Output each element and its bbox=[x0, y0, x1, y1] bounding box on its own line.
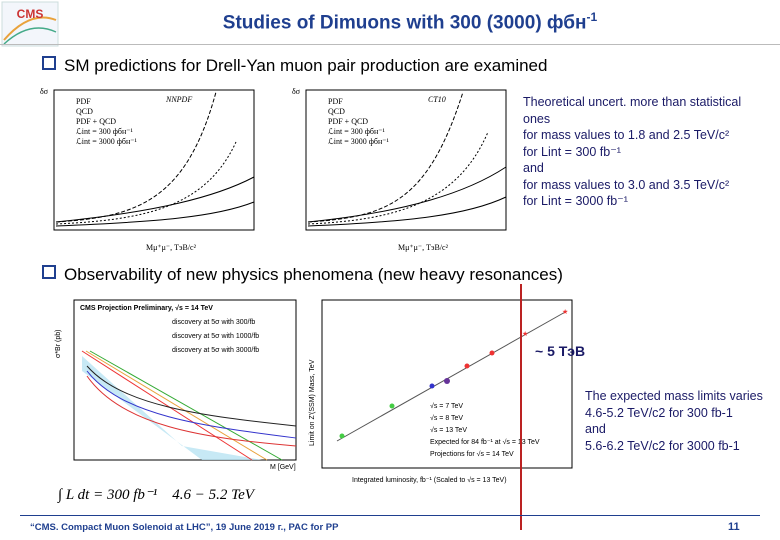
note-line: 5.6-6.2 TeV/c2 for 3000 fb-1 bbox=[585, 438, 740, 453]
point bbox=[464, 363, 470, 369]
point bbox=[389, 403, 395, 409]
note: Theoretical uncert. more than statistica… bbox=[523, 94, 741, 210]
annotation: ~ 5 ТэВ bbox=[535, 343, 586, 359]
note-line: and bbox=[585, 422, 606, 436]
y-label: Limit on Z′(SSM) Mass, TeV bbox=[309, 359, 316, 446]
legend-entry: √s = 7 TeV bbox=[430, 402, 463, 410]
note-line: Theoretical uncert. more than statistica… bbox=[523, 95, 742, 109]
note: The expected mass limits varies 4.6-5.2 … bbox=[585, 388, 763, 454]
x-label: Mμ⁺μ⁻, ТэВ/c² bbox=[398, 243, 449, 252]
frame bbox=[53, 89, 255, 231]
y-label: δσ bbox=[40, 87, 49, 96]
legend-entry: √s = 13 TeV bbox=[430, 426, 467, 434]
plot: Limit on Z′(SSM) Mass, TeV ★ ★ √s = 7 Te… bbox=[309, 299, 573, 484]
bullet: SM predictions for Drell-Yan muon pair p… bbox=[42, 56, 547, 76]
curve bbox=[55, 91, 217, 223]
plot: δσ CT10 PDF QCD PDF + QCD ℒint = 300 фбн… bbox=[292, 87, 507, 252]
legend-entry: QCD bbox=[328, 107, 345, 116]
note-line: for Lint = 3000 fb⁻¹ bbox=[523, 194, 628, 208]
plot: σ*Br (pb) CMS Projection Preliminary, √s… bbox=[55, 299, 297, 471]
x-label: Mμ⁺μ⁻, ТэВ/c² bbox=[146, 243, 197, 252]
legend-entry: PDF + QCD bbox=[76, 117, 116, 126]
legend-entry: ℒint = 3000 фбн⁻¹ bbox=[76, 137, 137, 146]
plot-title: NNPDF bbox=[165, 95, 192, 104]
logo-text: CMS bbox=[17, 7, 44, 21]
logo-swoosh bbox=[3, 16, 57, 41]
legend-entry: discovery at 5σ with 300/fb bbox=[172, 319, 255, 326]
curve bbox=[307, 91, 464, 223]
rule bbox=[0, 44, 780, 45]
x-label: M [GeV] bbox=[270, 464, 296, 471]
footer-rule bbox=[20, 515, 760, 516]
curve bbox=[86, 370, 297, 439]
logo: CMS bbox=[1, 1, 59, 47]
logo-swoosh bbox=[3, 27, 57, 45]
legend-entry: PDF bbox=[76, 97, 91, 106]
legend-entry: ℒint = 300 фбн⁻¹ bbox=[76, 127, 133, 136]
point bbox=[429, 383, 435, 389]
legend-entry: Projections for √s = 14 TeV bbox=[430, 450, 514, 458]
legend-entry: discovery at 5σ with 3000/fb bbox=[172, 347, 259, 354]
curve bbox=[85, 350, 268, 461]
bullet-text: SM predictions for Drell-Yan muon pair p… bbox=[64, 56, 548, 75]
point bbox=[444, 378, 450, 384]
plot-title: CT10 bbox=[428, 95, 446, 104]
note-line: and bbox=[523, 161, 544, 175]
star: ★ bbox=[562, 308, 568, 316]
fit-line bbox=[336, 310, 568, 442]
footer: “CMS. Compact Muon Solenoid at LHC”, 19 … bbox=[30, 522, 339, 533]
y-label: δσ bbox=[292, 87, 301, 96]
dy-plots: δσ NNPDF PDF QCD PDF + QCD ℒint = 300 фб… bbox=[40, 87, 507, 252]
marker-line bbox=[520, 284, 522, 530]
curve bbox=[86, 375, 297, 447]
legend-entry: √s = 8 TeV bbox=[430, 414, 463, 422]
curve bbox=[86, 365, 297, 427]
point bbox=[339, 433, 345, 439]
legend: PDF QCD PDF + QCD ℒint = 300 фбн⁻¹ ℒint … bbox=[76, 97, 137, 146]
note-line: ones bbox=[523, 111, 551, 126]
title: Studies of Dimuons with 300 (3000) фбн-1 bbox=[150, 10, 670, 34]
y-label: σ*Br (pb) bbox=[55, 330, 62, 358]
formula: ∫ L dt = 300 fb⁻¹ 4.6 − 5.2 TeV bbox=[58, 487, 254, 503]
star: ★ bbox=[522, 330, 528, 338]
title-text: Studies of Dimuons with 300 (3000) фбн bbox=[222, 12, 587, 34]
point bbox=[489, 350, 495, 356]
bullet-text: Observability of new physics phenomena (… bbox=[64, 265, 563, 284]
legend-entry: Expected for 84 fb⁻¹ at √s = 13 TeV bbox=[430, 438, 540, 446]
curve bbox=[81, 350, 253, 461]
title-sup: -1 bbox=[586, 10, 598, 24]
note-line: for mass values to 1.8 and 2.5 TeV/c² bbox=[523, 128, 730, 142]
legend-entry: ℒint = 300 фбн⁻¹ bbox=[328, 127, 385, 136]
legend-entry: QCD bbox=[76, 107, 93, 116]
curve bbox=[55, 141, 237, 225]
frame bbox=[305, 89, 507, 231]
curve bbox=[55, 201, 255, 227]
legend-entry: discovery at 5σ with 1000/fb bbox=[172, 333, 259, 340]
bullet: Observability of new physics phenomena (… bbox=[42, 265, 563, 285]
curve bbox=[307, 196, 507, 227]
legend-entry: ℒint = 3000 фбн⁻¹ bbox=[328, 137, 389, 146]
np-plots: σ*Br (pb) CMS Projection Preliminary, √s… bbox=[55, 299, 573, 484]
plot-title: CMS Projection Preliminary, √s = 14 TeV bbox=[80, 304, 213, 312]
note-line: for Lint = 300 fb⁻¹ bbox=[523, 144, 621, 159]
curve bbox=[307, 166, 507, 223]
plot: δσ NNPDF PDF QCD PDF + QCD ℒint = 300 фб… bbox=[40, 87, 255, 252]
legend-entry: PDF + QCD bbox=[328, 117, 368, 126]
page-number: 11 bbox=[728, 521, 740, 533]
note-line: The expected mass limits varies bbox=[585, 389, 763, 403]
note-line: for mass values to 3.0 and 3.5 TeV/c² bbox=[523, 177, 730, 192]
curve bbox=[307, 131, 489, 225]
legend-entry: PDF bbox=[328, 97, 343, 106]
curve bbox=[55, 176, 255, 223]
note-line: 4.6-5.2 TeV/c2 for 300 fb-1 bbox=[585, 405, 733, 420]
x-label: Integrated luminosity, fb⁻¹ (Scaled to √… bbox=[352, 476, 507, 484]
